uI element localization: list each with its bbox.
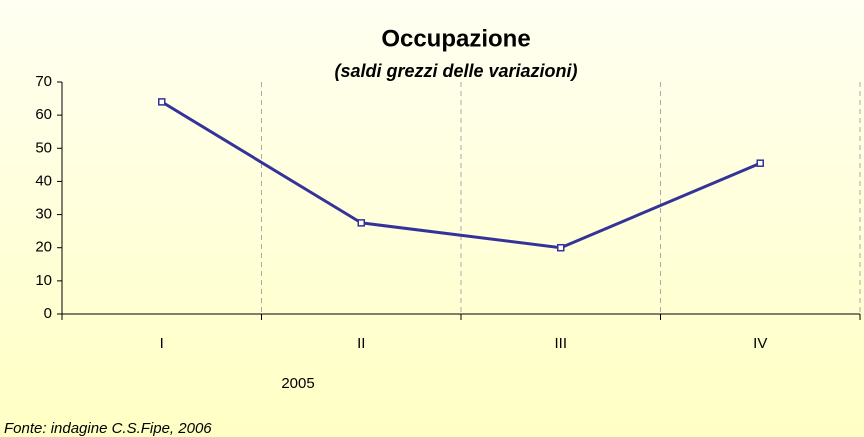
x-tick-label: IV xyxy=(753,335,767,352)
chart-subtitle: (saldi grezzi delle variazioni) xyxy=(334,61,577,81)
category-group-label: 2005 xyxy=(281,375,314,392)
y-tick-label: 70 xyxy=(35,73,52,90)
line xyxy=(160,100,761,250)
y-tick-label: 40 xyxy=(35,172,52,189)
chart-title: Occupazione xyxy=(381,25,530,52)
y-tick-label: 0 xyxy=(44,305,52,322)
y-tick-label: 60 xyxy=(35,106,52,123)
y-tick-label: 10 xyxy=(35,272,52,289)
x-tick-label: III xyxy=(554,335,567,352)
x-tick-label: I xyxy=(160,335,164,352)
y-tick-label: 20 xyxy=(35,239,52,256)
marker xyxy=(357,219,365,227)
marker xyxy=(158,98,166,106)
y-tick-label: 30 xyxy=(35,206,52,223)
marker xyxy=(557,243,565,252)
source-note: Fonte: indagine C.S.Fipe, 2006 xyxy=(4,420,212,437)
marker xyxy=(756,159,764,167)
x-tick-label: II xyxy=(357,335,365,352)
y-tick-label: 50 xyxy=(35,139,52,156)
